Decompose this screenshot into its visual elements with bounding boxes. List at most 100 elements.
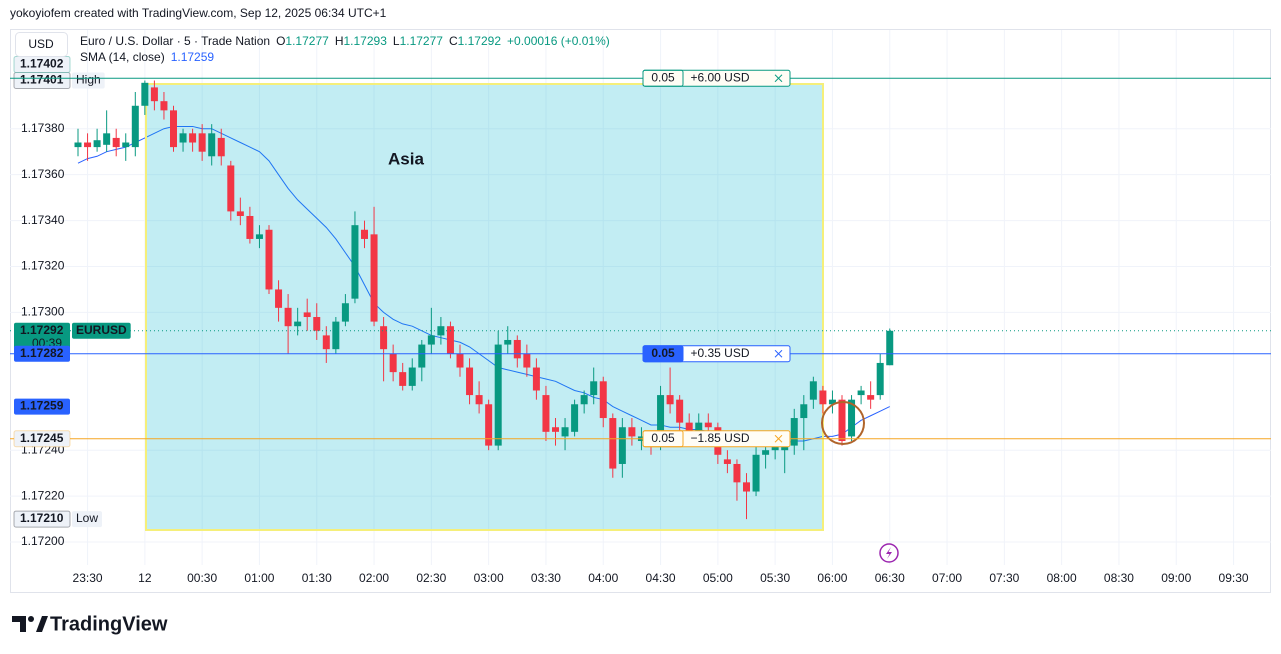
x-tick-label: 23:30 xyxy=(73,571,103,585)
candle-body xyxy=(819,390,827,405)
candle-body xyxy=(179,133,187,143)
candle-body xyxy=(790,418,798,446)
x-tick-label: 09:00 xyxy=(1161,571,1191,585)
candle-body xyxy=(380,326,388,350)
candle-body xyxy=(150,87,158,102)
candle-body xyxy=(800,404,808,419)
candle-body xyxy=(389,353,397,373)
price-tag-label: High xyxy=(76,73,101,87)
y-tick-label: 1.17220 xyxy=(21,488,65,502)
order-qty-box xyxy=(642,69,684,87)
x-tick-label: 12 xyxy=(138,571,152,585)
indicator: SMA (14, close) xyxy=(80,50,165,64)
price-badge xyxy=(13,510,71,528)
x-tick-label: 01:30 xyxy=(302,571,332,585)
y-tick-label: 1.17340 xyxy=(21,213,65,227)
candle-body xyxy=(275,289,283,308)
candle-body xyxy=(542,395,550,432)
candle-body xyxy=(848,399,856,437)
candle-body xyxy=(571,404,579,432)
x-tick-label: 04:30 xyxy=(646,571,676,585)
candle-body xyxy=(332,321,340,350)
candle-body xyxy=(628,427,636,437)
candle-body xyxy=(189,133,197,143)
candle-body xyxy=(294,321,302,327)
session-box xyxy=(145,83,824,531)
ohlc-value: 1.17277 xyxy=(400,34,444,48)
candle-body xyxy=(704,422,712,428)
candle-body xyxy=(590,381,598,396)
currency-box[interactable] xyxy=(15,32,68,57)
candle-body xyxy=(122,142,130,148)
candle-body xyxy=(504,339,512,345)
order-close-icon[interactable] xyxy=(774,434,783,443)
circle-annotation xyxy=(821,401,865,445)
candle-body xyxy=(485,404,493,446)
x-tick-label: 02:30 xyxy=(416,571,446,585)
price-badge-label: 1.17282 xyxy=(20,346,64,360)
brand: TradingView xyxy=(50,613,168,635)
price-tag xyxy=(72,72,105,89)
grid xyxy=(10,30,1271,565)
candle-body xyxy=(456,353,464,368)
candle-body xyxy=(743,482,750,492)
candle-body xyxy=(208,133,216,157)
currency[interactable]: USD xyxy=(28,37,54,51)
x-tick-label: 03:00 xyxy=(474,571,504,585)
price-tag xyxy=(72,511,103,528)
x-tick-label: 02:00 xyxy=(359,571,389,585)
candle-body xyxy=(74,142,82,148)
candle-body xyxy=(217,137,225,157)
order-close-icon[interactable] xyxy=(774,74,783,83)
overlays: 1.172001.172201.172401.173001.173201.173… xyxy=(10,56,1271,585)
candles xyxy=(74,80,894,520)
candle-body xyxy=(284,307,292,327)
candle-body xyxy=(752,454,760,492)
candle-body xyxy=(399,372,407,386)
candle-body xyxy=(112,137,120,148)
ohlc-label: O xyxy=(276,34,285,48)
candle-body xyxy=(351,225,359,299)
order-pnl: −1.85 USD xyxy=(690,431,749,445)
candle-body xyxy=(494,344,502,446)
x-tick-label: 07:00 xyxy=(932,571,962,585)
candle-body xyxy=(809,381,817,400)
x-tick-label: 03:30 xyxy=(531,571,561,585)
candle-body xyxy=(265,229,273,290)
candle-body xyxy=(523,353,531,368)
candle-body xyxy=(446,326,454,354)
candle-body xyxy=(160,101,168,111)
candle-body xyxy=(255,234,263,239)
candle-body xyxy=(131,105,139,148)
candle-body xyxy=(685,422,693,432)
x-tick-label: 05:00 xyxy=(703,571,733,585)
candle-body xyxy=(676,399,684,423)
x-tick-label: 08:30 xyxy=(1104,571,1134,585)
change: +0.00016 (+0.01%) xyxy=(507,34,610,48)
ohlc-value: 1.17293 xyxy=(343,34,387,48)
x-tick-label: 04:00 xyxy=(588,571,618,585)
ohlc-label: L xyxy=(393,34,400,48)
candle-body xyxy=(532,367,540,391)
candle-body xyxy=(733,463,741,483)
candle-body xyxy=(313,317,321,331)
symbol: Euro / U.S. Dollar · 5 · Trade Nation xyxy=(80,34,270,48)
order-close-icon[interactable] xyxy=(774,349,783,358)
y-tick-label: 1.17380 xyxy=(21,121,65,135)
x-tick-label: 05:30 xyxy=(760,571,790,585)
candle-body xyxy=(103,133,111,145)
candle-body xyxy=(857,390,865,396)
candle-body xyxy=(867,395,875,400)
x-tick-label: 07:30 xyxy=(989,571,1019,585)
chart-frame xyxy=(10,29,1271,593)
candle-body xyxy=(609,418,617,469)
candle-body xyxy=(580,395,588,405)
session-label: Asia xyxy=(388,149,424,168)
candle-body xyxy=(170,110,177,148)
candle-body xyxy=(666,395,674,405)
candle-body xyxy=(886,330,894,366)
candle-body xyxy=(370,234,378,322)
price-badge-label: 1.17401 xyxy=(20,73,64,87)
price-badge xyxy=(14,398,70,415)
